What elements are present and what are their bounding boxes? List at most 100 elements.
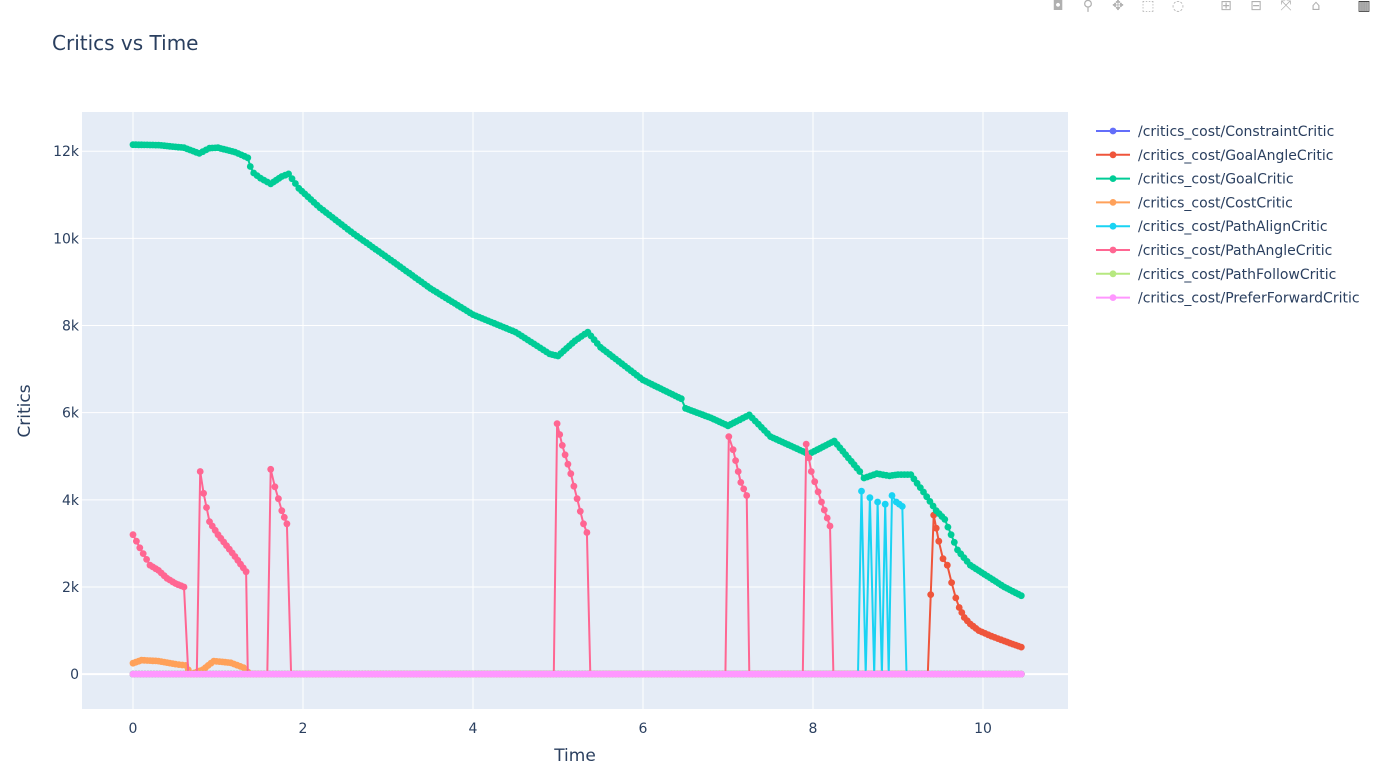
legend-item[interactable]: /critics_cost/ConstraintCritic <box>1096 124 1334 140</box>
data-point[interactable] <box>818 498 825 506</box>
data-point[interactable] <box>278 507 286 515</box>
data-point[interactable] <box>814 488 822 496</box>
data-point[interactable] <box>556 431 564 438</box>
data-point[interactable] <box>129 531 137 539</box>
data-point[interactable] <box>240 664 247 671</box>
lasso-icon[interactable]: ◌ <box>1171 0 1185 14</box>
camera-icon[interactable]: ◘ <box>1052 0 1064 14</box>
data-point[interactable] <box>580 520 587 528</box>
data-point[interactable] <box>1017 643 1025 651</box>
data-point[interactable] <box>1017 592 1025 600</box>
legend-item[interactable]: /critics_cost/GoalCritic <box>1096 172 1294 188</box>
data-point[interactable] <box>927 591 935 598</box>
legend-item[interactable]: /critics_cost/PreferForwardCritic <box>1096 291 1360 307</box>
data-point[interactable] <box>244 154 252 162</box>
y-tick-label: 10k <box>53 231 80 247</box>
data-point[interactable] <box>283 520 291 528</box>
data-point[interactable] <box>288 175 296 183</box>
data-point[interactable] <box>874 498 881 506</box>
data-point[interactable] <box>558 442 566 449</box>
legend-item[interactable]: /critics_cost/PathFollowCritic <box>1096 267 1336 283</box>
data-point[interactable] <box>732 457 739 464</box>
data-point[interactable] <box>196 468 204 475</box>
legend-label: /critics_cost/PreferForwardCritic <box>1138 291 1360 307</box>
data-point[interactable] <box>677 395 685 403</box>
zoom-in-icon[interactable]: ⊞ <box>1220 0 1232 14</box>
data-point[interactable] <box>180 583 188 591</box>
data-point[interactable] <box>823 514 831 522</box>
legend-marker <box>1109 175 1117 183</box>
data-point[interactable] <box>947 531 955 539</box>
zoom-out-icon[interactable]: ⊟ <box>1250 0 1262 14</box>
box-select-icon[interactable]: ⬚ <box>1141 0 1155 14</box>
plotly-logo-icon[interactable]: ▥ <box>1357 0 1371 14</box>
data-point[interactable] <box>583 529 591 536</box>
data-point[interactable] <box>856 468 864 475</box>
data-point[interactable] <box>561 451 569 459</box>
data-point[interactable] <box>246 163 254 170</box>
data-point[interactable] <box>242 568 250 576</box>
data-point[interactable] <box>888 492 896 499</box>
data-point[interactable] <box>285 170 292 178</box>
data-point[interactable] <box>570 482 578 490</box>
data-point[interactable] <box>564 460 572 468</box>
data-point[interactable] <box>820 506 828 514</box>
data-point[interactable] <box>802 440 810 448</box>
data-point[interactable] <box>811 478 819 486</box>
data-point[interactable] <box>881 500 889 508</box>
zoom-icon[interactable]: ⚲ <box>1082 0 1094 14</box>
legend-item[interactable]: /critics_cost/GoalAngleCritic <box>1096 148 1333 164</box>
data-point[interactable] <box>567 470 575 478</box>
data-point[interactable] <box>553 420 561 427</box>
data-point[interactable] <box>200 489 208 497</box>
series-layer <box>129 141 1025 678</box>
data-point[interactable] <box>932 524 940 532</box>
data-point[interactable] <box>292 180 299 187</box>
legend-item[interactable]: /critics_cost/CostCritic <box>1096 195 1293 211</box>
legend-item[interactable]: /critics_cost/PathAlignCritic <box>1096 219 1328 235</box>
data-point[interactable] <box>948 579 955 586</box>
data-point[interactable] <box>136 544 144 552</box>
data-point[interactable] <box>944 523 952 531</box>
chart-title: Critics vs Time <box>52 31 198 55</box>
data-point[interactable] <box>133 537 140 545</box>
data-point[interactable] <box>898 503 906 510</box>
data-point[interactable] <box>858 487 865 495</box>
data-point[interactable] <box>737 479 745 486</box>
data-point[interactable] <box>740 485 748 493</box>
data-point[interactable] <box>935 537 943 545</box>
data-point[interactable] <box>573 495 581 503</box>
legend-marker <box>1109 199 1117 206</box>
data-point[interactable] <box>950 538 958 546</box>
data-point[interactable] <box>1017 670 1025 678</box>
data-point[interactable] <box>941 516 949 523</box>
data-point[interactable] <box>143 556 151 563</box>
pan-icon[interactable]: ✥ <box>1112 0 1124 14</box>
data-point[interactable] <box>203 504 210 511</box>
data-point[interactable] <box>267 465 275 473</box>
data-point[interactable] <box>955 604 963 611</box>
data-point[interactable] <box>866 494 874 502</box>
legend-item[interactable]: /critics_cost/PathAngleCritic <box>1096 243 1332 259</box>
autoscale-icon[interactable]: ⤧ <box>1280 0 1292 14</box>
data-point[interactable] <box>734 468 742 475</box>
data-point[interactable] <box>807 468 815 475</box>
data-point[interactable] <box>576 507 584 515</box>
legend-marker <box>1109 151 1117 159</box>
data-point[interactable] <box>943 561 951 569</box>
legend[interactable]: /critics_cost/ConstraintCritic/critics_c… <box>1096 124 1360 307</box>
data-point[interactable] <box>275 495 282 503</box>
data-point[interactable] <box>743 492 751 499</box>
data-point[interactable] <box>725 433 733 440</box>
data-point[interactable] <box>805 454 813 462</box>
data-point[interactable] <box>271 483 279 491</box>
data-point[interactable] <box>729 446 737 454</box>
data-point[interactable] <box>139 550 147 557</box>
data-point[interactable] <box>939 555 947 563</box>
data-point[interactable] <box>826 522 834 530</box>
reset-axes-icon[interactable]: ⌂ <box>1311 0 1321 14</box>
legend-marker <box>1109 222 1117 230</box>
data-point[interactable] <box>280 513 288 521</box>
data-point[interactable] <box>952 594 960 602</box>
plot-area[interactable] <box>82 112 1068 709</box>
